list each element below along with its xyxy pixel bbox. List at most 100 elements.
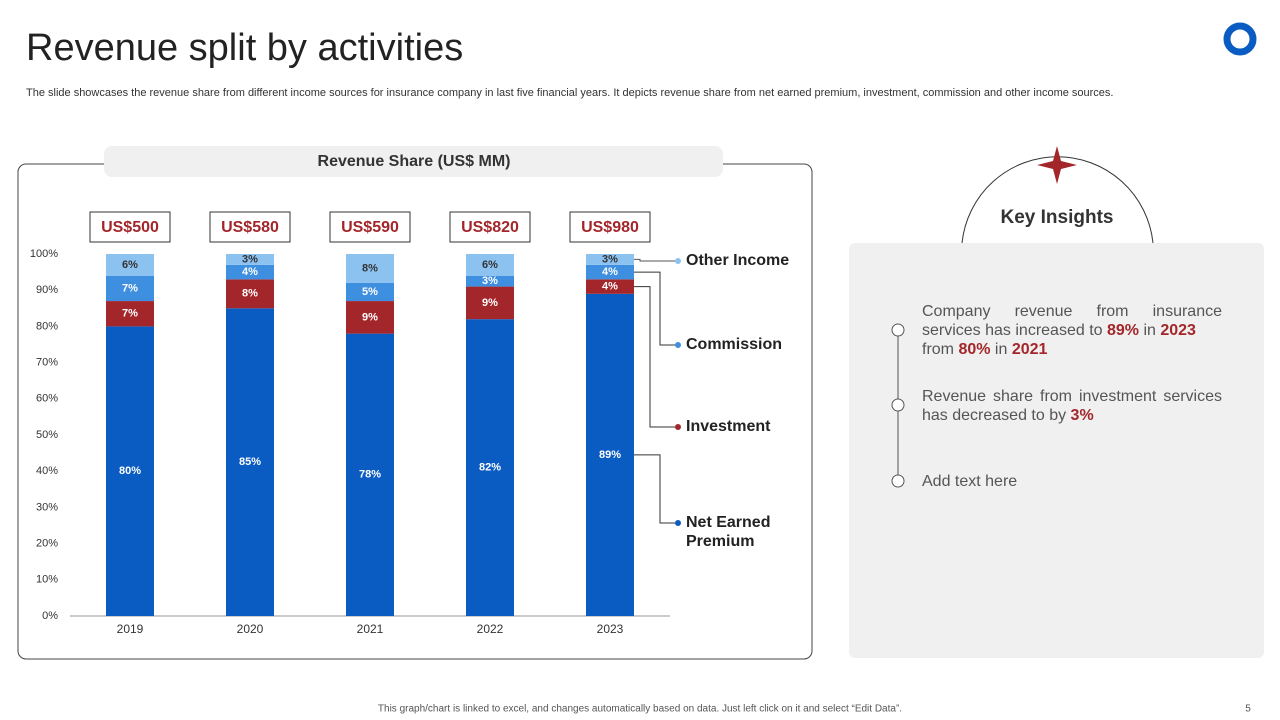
star xyxy=(1037,146,1077,184)
x-tick-label: 2021 xyxy=(357,622,384,636)
total-label: US$820 xyxy=(461,219,519,236)
timeline-node xyxy=(891,474,905,488)
bar-segment xyxy=(226,264,274,280)
value-label: 3% xyxy=(242,253,258,265)
insights-title: Key Insights xyxy=(1001,207,1114,228)
value-label: 80% xyxy=(119,465,141,477)
total-box xyxy=(329,211,411,243)
legend-dot xyxy=(675,520,681,526)
total-box xyxy=(449,211,531,243)
insight-part: from xyxy=(922,341,954,358)
legend-connector xyxy=(634,286,676,428)
insight-text: Add text here xyxy=(922,472,1222,491)
y-tick-label: 70% xyxy=(36,357,58,369)
timeline-node xyxy=(891,323,905,337)
insight-part: Revenue share from investment services h… xyxy=(922,388,1222,424)
value-label: 9% xyxy=(362,311,378,323)
bar-segment xyxy=(586,293,634,616)
value-label: 3% xyxy=(602,253,618,265)
slide-title: Revenue split by activities xyxy=(26,27,463,69)
bar-segment xyxy=(106,275,154,302)
total-box xyxy=(209,211,291,243)
insight-highlight: 89% xyxy=(1106,322,1140,339)
y-tick-label: 50% xyxy=(36,429,58,441)
value-label: 4% xyxy=(242,266,258,278)
y-tick-label: 0% xyxy=(42,610,58,622)
value-label: 6% xyxy=(482,259,498,271)
bar-segment xyxy=(586,264,634,280)
legend-dot xyxy=(675,342,681,348)
legend-label: Net Earned Premium xyxy=(686,514,771,550)
value-label: 8% xyxy=(362,262,378,274)
footer-note: This graph/chart is linked to excel, and… xyxy=(378,704,902,715)
bar-segment xyxy=(346,333,394,616)
bar-segment xyxy=(346,254,394,283)
value-label: 7% xyxy=(122,308,138,320)
legend-dot xyxy=(675,424,681,430)
legend-label: Other Income xyxy=(686,252,790,269)
legend-dot xyxy=(675,258,681,264)
value-label: 85% xyxy=(239,456,261,468)
y-tick-label: 60% xyxy=(36,393,58,405)
legend-label: Investment xyxy=(686,418,771,435)
total-label: US$980 xyxy=(581,219,639,236)
bar-segment xyxy=(226,254,274,265)
x-tick-label: 2020 xyxy=(237,622,264,636)
total-label: US$500 xyxy=(101,219,159,236)
insight-highlight: 3% xyxy=(1070,407,1094,424)
y-tick-label: 100% xyxy=(30,248,58,260)
page-number: 5 xyxy=(1245,704,1251,715)
x-tick-label: 2019 xyxy=(117,622,144,636)
bar-segment xyxy=(466,319,514,616)
y-tick-label: 40% xyxy=(36,465,58,477)
value-label: 4% xyxy=(602,266,618,278)
timeline-node xyxy=(891,398,905,412)
insight-text: Revenue share from investment services h… xyxy=(922,387,1222,425)
insights-panel xyxy=(849,243,1264,658)
bar-segment xyxy=(226,279,274,309)
legend-label: Commission xyxy=(686,336,783,353)
bar-segment xyxy=(466,286,514,320)
bar-segment xyxy=(586,279,634,294)
x-tick-label: 2023 xyxy=(597,622,624,636)
insight-part: Company revenue from insurance services … xyxy=(922,303,1222,339)
y-tick-label: 80% xyxy=(36,320,58,332)
bar-segment xyxy=(226,308,274,616)
bar-segment xyxy=(106,301,154,327)
x-tick-label: 2022 xyxy=(477,622,504,636)
y-tick-label: 90% xyxy=(36,284,58,296)
legend-connector xyxy=(634,258,676,262)
insight-part: in xyxy=(990,341,1012,358)
logo xyxy=(1223,22,1257,56)
bar-segment xyxy=(106,326,154,616)
bar-segment xyxy=(466,254,514,276)
total-box xyxy=(89,211,171,243)
bar-segment xyxy=(466,275,514,287)
total-label: US$590 xyxy=(341,219,399,236)
insight-part: Add text here xyxy=(922,473,1018,490)
y-tick-label: 10% xyxy=(36,574,58,586)
legend-connector xyxy=(634,271,676,346)
value-label: 6% xyxy=(122,259,138,271)
insight-part: in xyxy=(1139,322,1161,339)
y-tick-label: 20% xyxy=(36,538,58,550)
value-label: 82% xyxy=(479,461,501,473)
subtitle: The slide showcases the revenue share fr… xyxy=(26,87,1113,99)
value-label: 8% xyxy=(242,288,258,300)
bar-segment xyxy=(106,254,154,276)
bar-segment xyxy=(346,282,394,302)
value-label: 7% xyxy=(122,282,138,294)
insight-text: Company revenue from insurance services … xyxy=(922,302,1222,359)
value-label: 9% xyxy=(482,297,498,309)
y-tick-label: 30% xyxy=(36,501,58,513)
chart-title: Revenue Share (US$ MM) xyxy=(318,153,511,170)
value-label: 89% xyxy=(599,449,621,461)
total-label: US$580 xyxy=(221,219,279,236)
insight-highlight: 80% xyxy=(958,341,991,358)
value-label: 78% xyxy=(359,469,381,481)
insight-highlight: 2021 xyxy=(1011,341,1048,358)
value-label: 3% xyxy=(482,275,498,287)
value-label: 5% xyxy=(362,286,378,298)
